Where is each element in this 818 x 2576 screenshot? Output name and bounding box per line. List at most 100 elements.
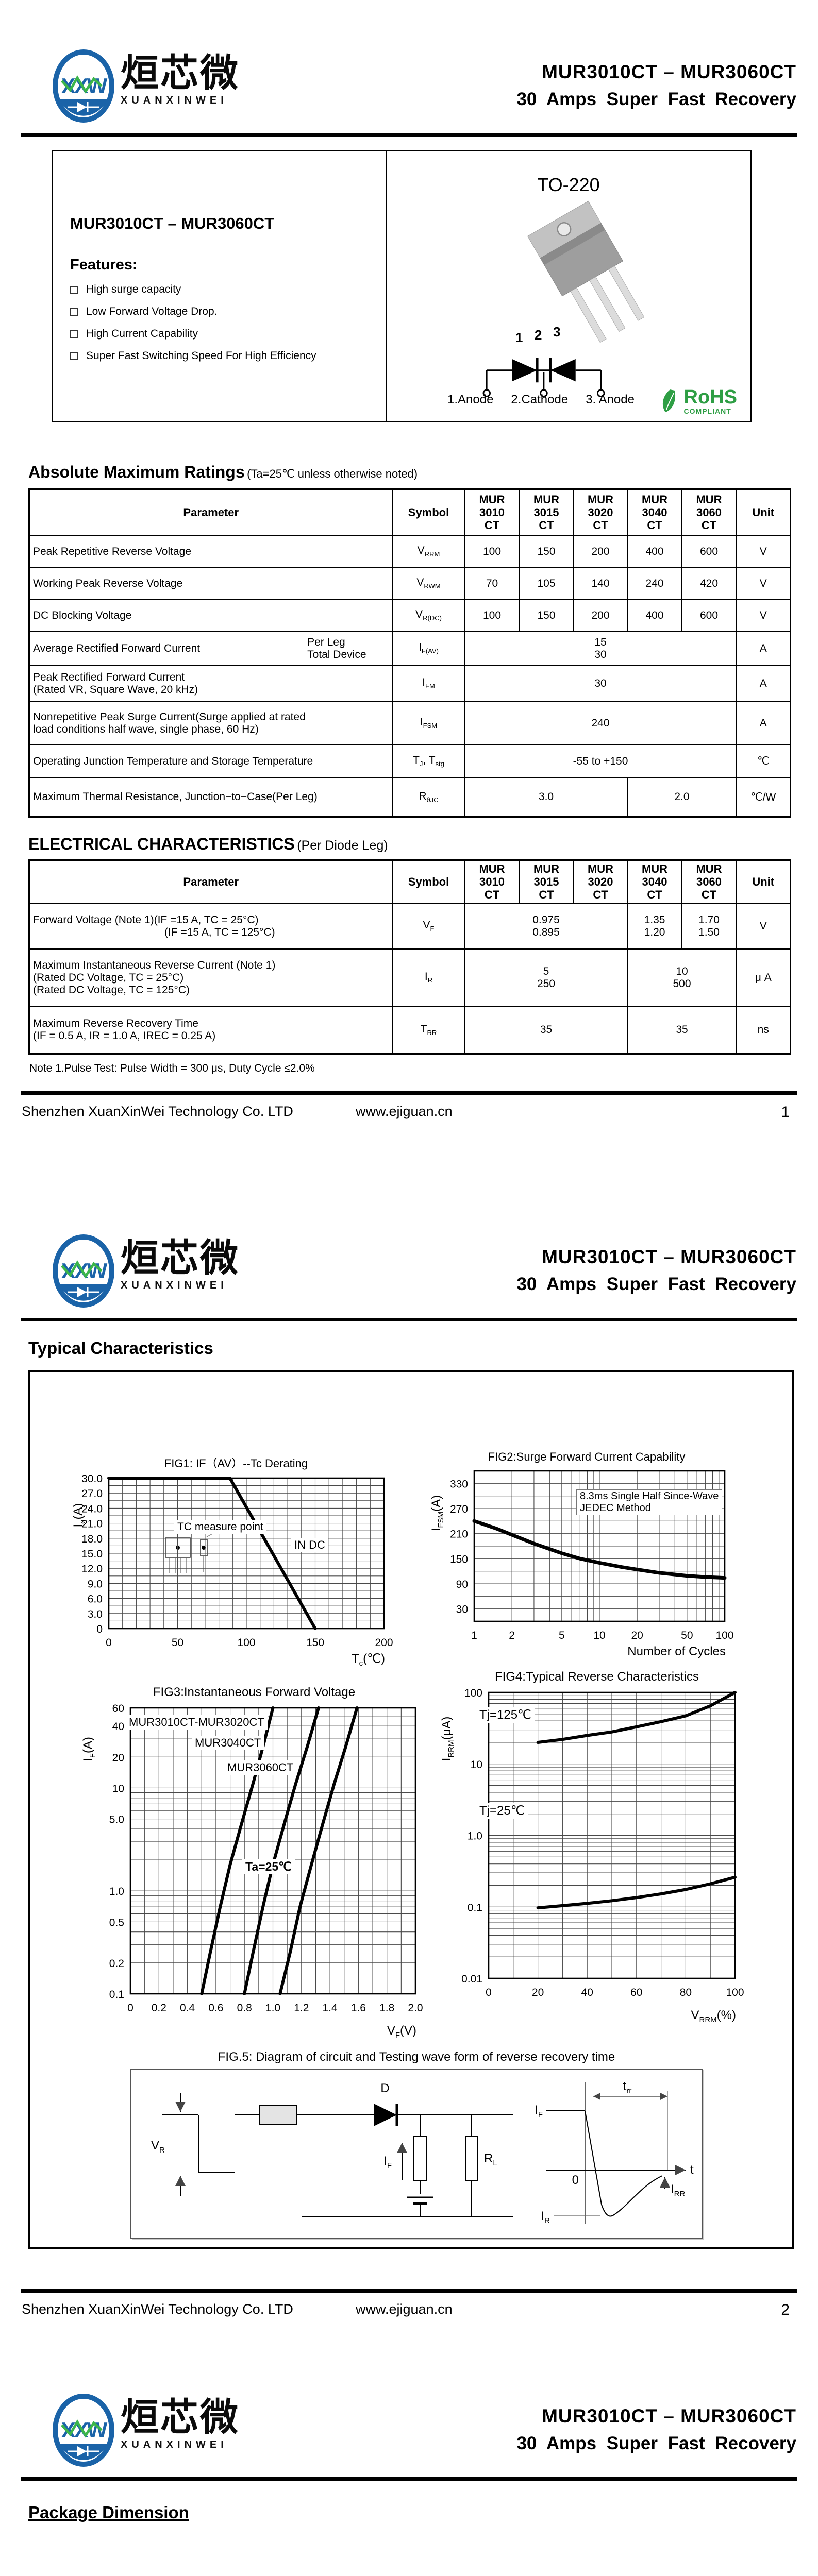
fig5-diagram: VR D IF RL t 0 IF	[151, 2079, 694, 2225]
svg-text:9.0: 9.0	[88, 1578, 103, 1590]
cell: A	[736, 631, 791, 666]
brand-logo-text: 烜芯微 XUANXINWEI	[121, 52, 240, 124]
feature-item: High Current Capability	[70, 328, 386, 340]
cell: IFM	[392, 665, 465, 702]
cell: VF	[392, 903, 465, 950]
feature-label: High Current Capability	[86, 328, 198, 340]
abs-max-subtitle: (Ta=25℃ unless otherwise noted)	[247, 467, 418, 480]
svg-text:0.1: 0.1	[468, 1902, 482, 1913]
svg-text:30.0: 30.0	[81, 1474, 103, 1485]
cell: TJ, Tstg	[392, 744, 465, 778]
cell: ℃	[736, 744, 791, 778]
svg-text:1.8: 1.8	[379, 2002, 394, 2014]
cell: MUR 3015 CT	[519, 488, 574, 536]
svg-text:210: 210	[450, 1529, 468, 1540]
cell: VRWM	[392, 567, 465, 600]
svg-text:20: 20	[631, 1630, 643, 1641]
svg-text:IRR: IRR	[671, 2182, 686, 2198]
svg-text:2.0: 2.0	[408, 2002, 423, 2014]
svg-text:Io(A): Io(A)	[71, 1503, 87, 1527]
page-number: 2	[781, 2301, 790, 2318]
fig2-title: FIG2:Surge Forward Current Capability	[488, 1450, 686, 1463]
svg-text:5: 5	[559, 1630, 565, 1641]
svg-text:1.0: 1.0	[109, 1886, 124, 1897]
cell: 5 250	[464, 948, 628, 1007]
svg-text:VF(V): VF(V)	[387, 2024, 416, 2038]
table-row: Working Peak Reverse Voltage VRWM 70 105…	[28, 567, 791, 600]
doc-title-line2: 30 Amps Super Fast Recovery	[516, 89, 796, 109]
svg-text:0: 0	[572, 2173, 579, 2187]
svg-text:IF: IF	[535, 2103, 543, 2119]
checkbox-icon	[70, 352, 78, 360]
header-rule	[21, 2477, 797, 2481]
svg-text:0: 0	[127, 2002, 133, 2014]
svg-text:0.6: 0.6	[208, 2002, 223, 2014]
svg-text:10: 10	[593, 1630, 605, 1641]
logo-wave-icon	[61, 75, 103, 94]
svg-text:0.1: 0.1	[109, 1989, 124, 2001]
cell: TRR	[392, 1006, 465, 1055]
svg-text:0.4: 0.4	[180, 2002, 195, 2014]
cell: RθJC	[392, 777, 465, 818]
svg-text:80: 80	[680, 1987, 692, 1998]
svg-text:0: 0	[106, 1637, 112, 1649]
svg-text:IF(A): IF(A)	[81, 1737, 97, 1761]
table-row: Forward Voltage (Note 1)(IF =15 A, TC = …	[28, 903, 791, 950]
feature-item: Low Forward Voltage Drop.	[70, 306, 386, 318]
fig4-tj125-label: Tj=125℃	[476, 1707, 535, 1723]
fig4-plot: IRRM(μA) VRRM(%) 0 20 40 60 80 100 100 10 1.0 0.1…	[440, 1687, 744, 2024]
cell: 200	[573, 599, 628, 632]
feature-label: Low Forward Voltage Drop.	[86, 306, 218, 317]
svg-text:0.2: 0.2	[152, 2002, 166, 2014]
cell: Nonrepetitive Peak Surge Current(Surge a…	[28, 701, 393, 745]
elec-subtitle: (Per Diode Leg)	[297, 838, 388, 853]
brand-logo-icon: XXW	[53, 1234, 114, 1308]
svg-text:IR: IR	[541, 2209, 550, 2225]
svg-text:0: 0	[486, 1987, 492, 1998]
cell: 150	[519, 599, 574, 632]
cell: 35	[464, 1006, 628, 1055]
overview-box: MUR3010CT – MUR3060CT Features: High sur…	[52, 150, 752, 422]
cell: MUR 3010 CT	[464, 859, 520, 904]
cell: 0.975 0.895	[464, 903, 628, 950]
doc-title-line1: MUR3010CT – MUR3060CT	[542, 2405, 796, 2427]
cell: Maximum Thermal Resistance, Junction−to−…	[28, 777, 393, 818]
svg-text:50: 50	[681, 1630, 693, 1641]
brand-name-zh: 烜芯微	[121, 52, 240, 94]
svg-text:24.0: 24.0	[81, 1503, 103, 1515]
cell: 420	[681, 567, 737, 600]
cell: Peak Repetitive Reverse Voltage	[28, 535, 393, 568]
brand-logo: XXW 烜芯微 XUANXINWEI	[53, 2393, 240, 2468]
feature-label: High surge capacity	[86, 283, 181, 295]
svg-text:1.0: 1.0	[468, 1831, 482, 1842]
fig2-surge-chart: FIG2:Surge Forward Current Capability IF…	[427, 1450, 746, 1661]
table-header-row: Parameter Symbol MUR 3010 CT MUR 3015 CT MUR…	[28, 859, 791, 904]
pin1-legend: 1.Anode	[447, 393, 494, 406]
feature-item: High surge capacity	[70, 283, 386, 296]
svg-text:15.0: 15.0	[81, 1548, 103, 1560]
cell: VR(DC)	[392, 599, 465, 632]
cell: A	[736, 701, 791, 745]
svg-text:0.01: 0.01	[461, 1973, 482, 1985]
svg-text:20: 20	[532, 1987, 544, 1998]
svg-text:10: 10	[471, 1759, 482, 1771]
cell: V	[736, 567, 791, 600]
svg-text:21.0: 21.0	[81, 1518, 103, 1530]
cell: IR	[392, 948, 465, 1007]
cell: MUR 3040 CT	[627, 488, 682, 536]
package-name: TO-220	[537, 174, 600, 195]
cell: 1.35 1.20	[627, 903, 682, 950]
cell: Working Peak Reverse Voltage	[28, 567, 393, 600]
table-row: DC Blocking Voltage VR(DC) 100 150 200 4…	[28, 599, 791, 632]
rohs-leaf-icon	[662, 389, 675, 412]
checkbox-icon	[70, 330, 78, 338]
svg-text:3.0: 3.0	[88, 1608, 103, 1620]
pulse-test-note: Note 1.Pulse Test: Pulse Width = 300 μs,…	[29, 1062, 315, 1074]
cell: A	[736, 665, 791, 702]
brand-name-en: XUANXINWEI	[121, 1280, 228, 1292]
fig3-forward-voltage-chart: FIG3:Instantaneous Forward Voltage IF(A)…	[76, 1685, 432, 2040]
fig3-title: FIG3:Instantaneous Forward Voltage	[153, 1685, 356, 1699]
svg-text:150: 150	[450, 1553, 468, 1565]
cell: ns	[736, 1006, 791, 1055]
table-row: Average Rectified Forward Current Per Leg…	[28, 631, 791, 666]
